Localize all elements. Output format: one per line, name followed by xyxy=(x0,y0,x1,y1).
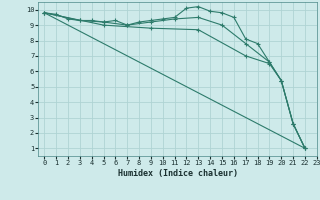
X-axis label: Humidex (Indice chaleur): Humidex (Indice chaleur) xyxy=(118,169,238,178)
